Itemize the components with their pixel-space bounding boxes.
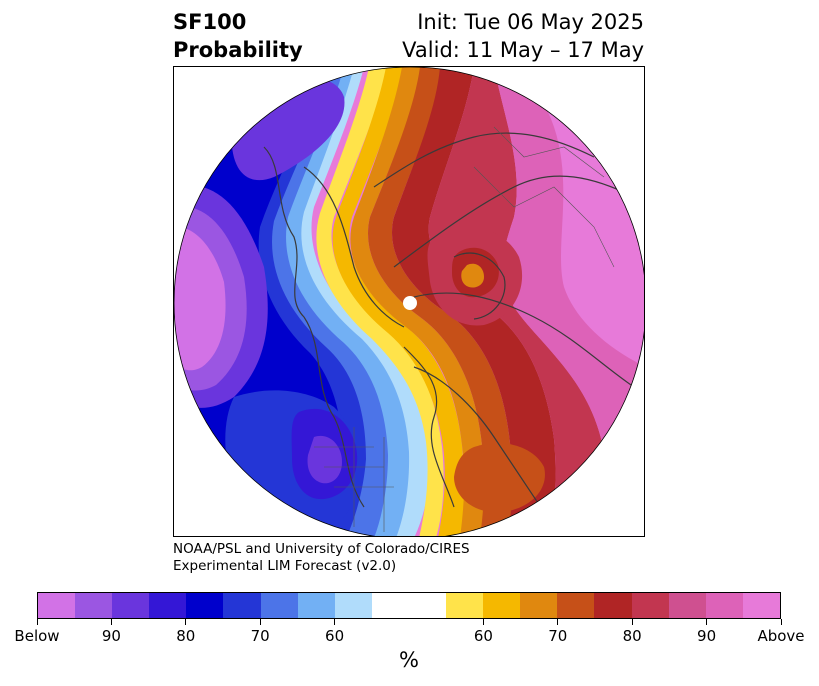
colorbar-tick [482, 619, 484, 625]
colorbar-tick-label: 70 [548, 627, 568, 645]
colorbar-segment [260, 593, 298, 618]
colorbar-segment [149, 593, 187, 618]
colorbar-segment [705, 593, 743, 618]
colorbar-segment [112, 593, 150, 618]
colorbar-segment [631, 593, 669, 618]
map-svg [174, 67, 644, 536]
credits-line1: NOAA/PSL and University of Colorado/CIRE… [173, 541, 470, 557]
colorbar-segment [742, 593, 780, 618]
colorbar-tick [780, 619, 782, 625]
colorbar-segment [38, 593, 76, 618]
colorbar-tick [334, 619, 336, 625]
colorbar-tick-label: 90 [697, 627, 717, 645]
colorbar-tick [185, 619, 187, 625]
colorbar-tick [110, 619, 112, 625]
colorbar-tick [706, 619, 708, 625]
title-variable: SF100 [173, 10, 247, 34]
colorbar-tick-label: 80 [176, 627, 196, 645]
title-right: Init: Tue 06 May 2025 Valid: 11 May – 17… [402, 8, 644, 64]
colorbar-segment [297, 593, 335, 618]
title-left: SF100 Probability [173, 8, 303, 64]
credits-line2: Experimental LIM Forecast (v2.0) [173, 558, 397, 574]
borders [314, 126, 615, 532]
colorbar-tick [36, 619, 38, 625]
colorbar [37, 592, 781, 619]
colorbar-segment [594, 593, 632, 618]
colorbar-segment [186, 593, 224, 618]
colorbar-segment [520, 593, 558, 618]
coastlines [263, 132, 635, 528]
forecast-field [174, 67, 644, 536]
colorbar-segment [75, 593, 113, 618]
probability-map [173, 66, 645, 537]
colorbar-segment [446, 593, 484, 618]
colorbar-tick-label: 80 [622, 627, 642, 645]
colorbar-tick [259, 619, 261, 625]
colorbar-tick-label: Above [757, 627, 805, 645]
valid-range: Valid: 11 May – 17 May [402, 38, 644, 62]
colorbar-tick-label: 60 [473, 627, 493, 645]
colorbar-tick-label: 90 [101, 627, 121, 645]
colorbar-tick [631, 619, 633, 625]
colorbar-tick-label: Below [14, 627, 60, 645]
title-product: Probability [173, 38, 303, 62]
colorbar-tick [557, 619, 559, 625]
colorbar-segment [334, 593, 372, 618]
north-pole-marker [403, 296, 417, 310]
colorbar-segment [371, 593, 447, 618]
colorbar-tick-label: 70 [250, 627, 270, 645]
credits: NOAA/PSL and University of Colorado/CIRE… [173, 541, 470, 575]
colorbar-segment [483, 593, 521, 618]
colorbar-segment [223, 593, 261, 618]
colorbar-unit-label: % [399, 648, 419, 672]
colorbar-tick-label: 60 [325, 627, 345, 645]
init-date: Init: Tue 06 May 2025 [417, 10, 644, 34]
colorbar-segment [557, 593, 595, 618]
colorbar-segment [668, 593, 706, 618]
